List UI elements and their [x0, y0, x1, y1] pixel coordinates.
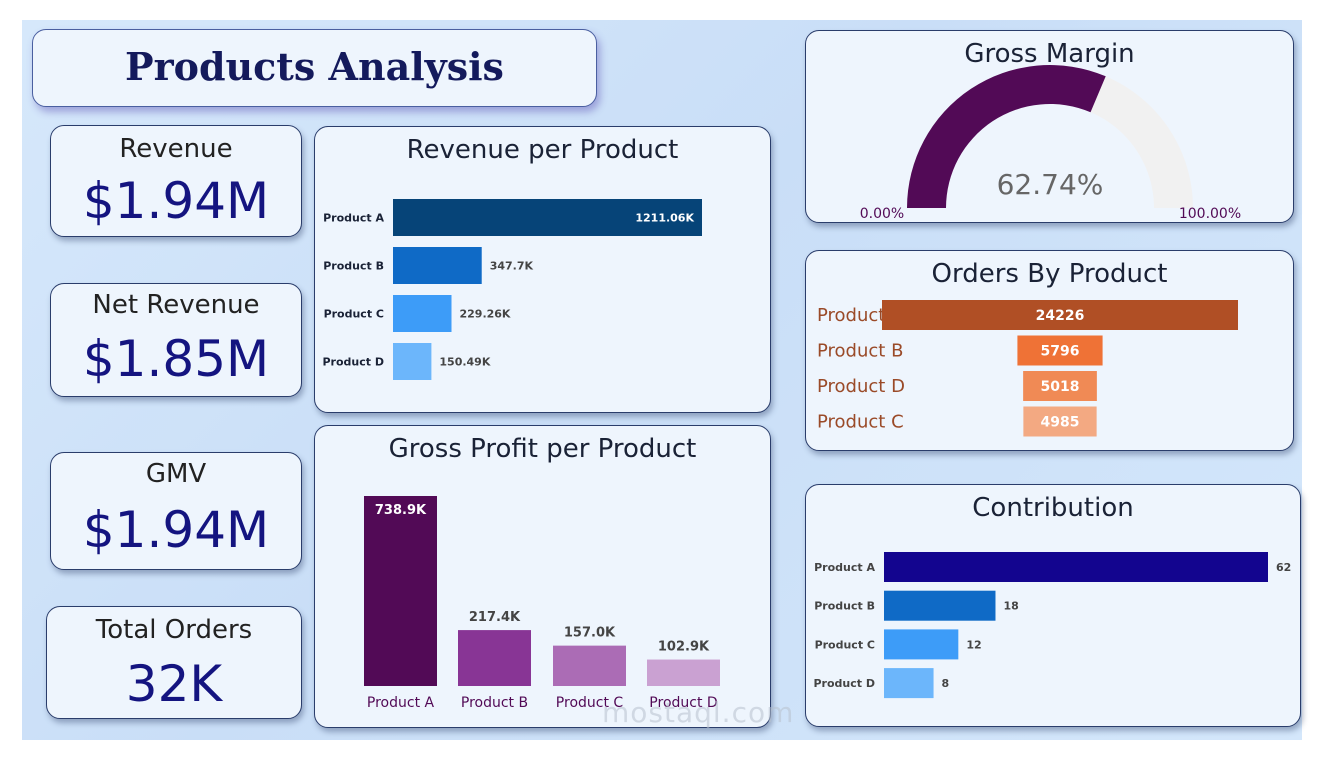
revenue-tick-label-product-d: Product D	[323, 356, 385, 369]
orders-data-label-product-b: 5796	[1041, 344, 1080, 360]
contribution-tick-label-product-b: Product B	[814, 600, 875, 613]
kpi-card-total-orders: Total Orders 32K	[46, 606, 302, 719]
orders-bar-product-c	[1023, 406, 1097, 437]
contribution-tick-label-product-d: Product D	[814, 677, 876, 690]
orders-data-label-product-c: 4985	[1041, 415, 1080, 431]
profit-data-label-product-d: 102.9K	[658, 640, 710, 655]
revenue-bar-product-d	[393, 343, 432, 380]
orders-chart-card: Orders By Product Product A 24226 Product …	[805, 250, 1294, 451]
revenue-tick-label-product-b: Product B	[323, 260, 384, 273]
gauge-fill	[907, 65, 1106, 208]
revenue-data-label-product-d: 150.49K	[439, 356, 490, 369]
orders-tick-label-product-b: Product B	[817, 341, 903, 362]
kpi-value-revenue: $1.94M	[82, 172, 270, 230]
contribution-bar-product-c	[884, 629, 959, 660]
profit-bar-product-b	[458, 630, 531, 686]
contribution-chart-title: Contribution	[972, 493, 1134, 523]
page-title: Products Analysis	[125, 44, 504, 89]
revenue-chart-title: Revenue per Product	[406, 135, 679, 165]
revenue-data-label-product-a: 1211.06K	[635, 212, 694, 225]
contribution-bar-product-d	[884, 668, 934, 699]
revenue-chart-card: Revenue per Product Product A 1211.06K Pro…	[314, 126, 771, 413]
orders-bar-product-a	[882, 300, 1238, 330]
orders-tick-label-product-d: Product D	[817, 376, 905, 397]
title-card: Products Analysis	[32, 29, 597, 107]
contribution-data-label-product-a: 62	[1276, 561, 1291, 574]
profit-tick-label-product-c: Product C	[556, 695, 624, 711]
revenue-bar-chart: Product A 1211.06K Product B 347.7K Product …	[323, 199, 702, 380]
orders-data-label-product-d: 5018	[1041, 379, 1080, 395]
kpi-label-net-revenue: Net Revenue	[92, 290, 260, 320]
watermark: mostaql.com	[602, 696, 795, 729]
revenue-data-label-product-b: 347.7K	[490, 260, 534, 273]
gauge-value-label: 62.74%	[997, 168, 1104, 201]
dashboard-canvas: Products Analysis Revenue $1.94M Net Rev…	[22, 20, 1302, 740]
gross-margin-card: Gross Margin 62.74% 0.00% 100.00%	[805, 30, 1294, 223]
contribution-data-label-product-d: 8	[942, 677, 950, 690]
profit-data-label-product-c: 157.0K	[564, 626, 616, 641]
revenue-bar-product-a	[393, 199, 702, 236]
revenue-tick-label-product-c: Product C	[324, 308, 384, 321]
gauge-min-label: 0.00%	[860, 206, 904, 222]
profit-bar-product-d	[647, 659, 720, 686]
contribution-data-label-product-c: 12	[966, 638, 981, 651]
contribution-tick-label-product-a: Product A	[814, 561, 875, 574]
revenue-bar-product-b	[393, 247, 482, 284]
profit-bar-product-c	[553, 645, 626, 686]
revenue-tick-label-product-a: Product A	[323, 212, 384, 225]
kpi-card-net-revenue: Net Revenue $1.85M	[50, 283, 302, 397]
gross-profit-bar-chart: 738.9K Product A 217.4K Product B 157.0K Prod…	[364, 496, 720, 711]
kpi-card-revenue: Revenue $1.94M	[50, 125, 302, 237]
profit-tick-label-product-d: Product D	[649, 695, 717, 711]
profit-data-label-product-b: 217.4K	[469, 610, 521, 625]
gross-margin-title: Gross Margin	[964, 39, 1135, 69]
orders-tick-label-product-c: Product C	[817, 412, 904, 433]
profit-data-label-product-a: 738.9K	[375, 503, 427, 518]
kpi-card-gmv: GMV $1.94M	[50, 452, 302, 570]
contribution-tick-label-product-c: Product C	[815, 638, 875, 651]
kpi-label-revenue: Revenue	[119, 134, 233, 164]
contribution-bar-chart: Product A 62 Product B 18 Product C 12 Product…	[814, 552, 1291, 699]
gross-profit-chart-title: Gross Profit per Product	[388, 434, 697, 464]
kpi-value-total-orders: 32K	[125, 655, 223, 713]
kpi-label-gmv: GMV	[145, 459, 207, 489]
kpi-label-total-orders: Total Orders	[95, 615, 253, 645]
gross-profit-chart-card: Gross Profit per Product 738.9K Product A…	[314, 425, 771, 728]
orders-data-label-product-a: 24226	[1036, 308, 1085, 324]
contribution-bar-product-b	[884, 590, 996, 621]
gauge-max-label: 100.00%	[1179, 206, 1241, 222]
revenue-bar-product-c	[393, 295, 452, 332]
contribution-chart-card: Contribution Product A 62 Product B 18 Produ…	[805, 484, 1301, 727]
kpi-value-net-revenue: $1.85M	[82, 330, 270, 388]
profit-bar-product-a	[364, 496, 437, 686]
profit-tick-label-product-a: Product A	[367, 695, 435, 711]
orders-bar-product-b	[1017, 335, 1103, 366]
orders-chart-title: Orders By Product	[931, 259, 1168, 289]
contribution-bar-product-a	[884, 552, 1268, 582]
gross-margin-gauge: 62.74% 0.00% 100.00%	[860, 65, 1241, 222]
kpi-value-gmv: $1.94M	[82, 501, 270, 559]
contribution-data-label-product-b: 18	[1003, 600, 1018, 613]
orders-bar-product-d	[1023, 371, 1097, 401]
revenue-data-label-product-c: 229.26K	[459, 308, 510, 321]
profit-tick-label-product-b: Product B	[461, 695, 528, 711]
